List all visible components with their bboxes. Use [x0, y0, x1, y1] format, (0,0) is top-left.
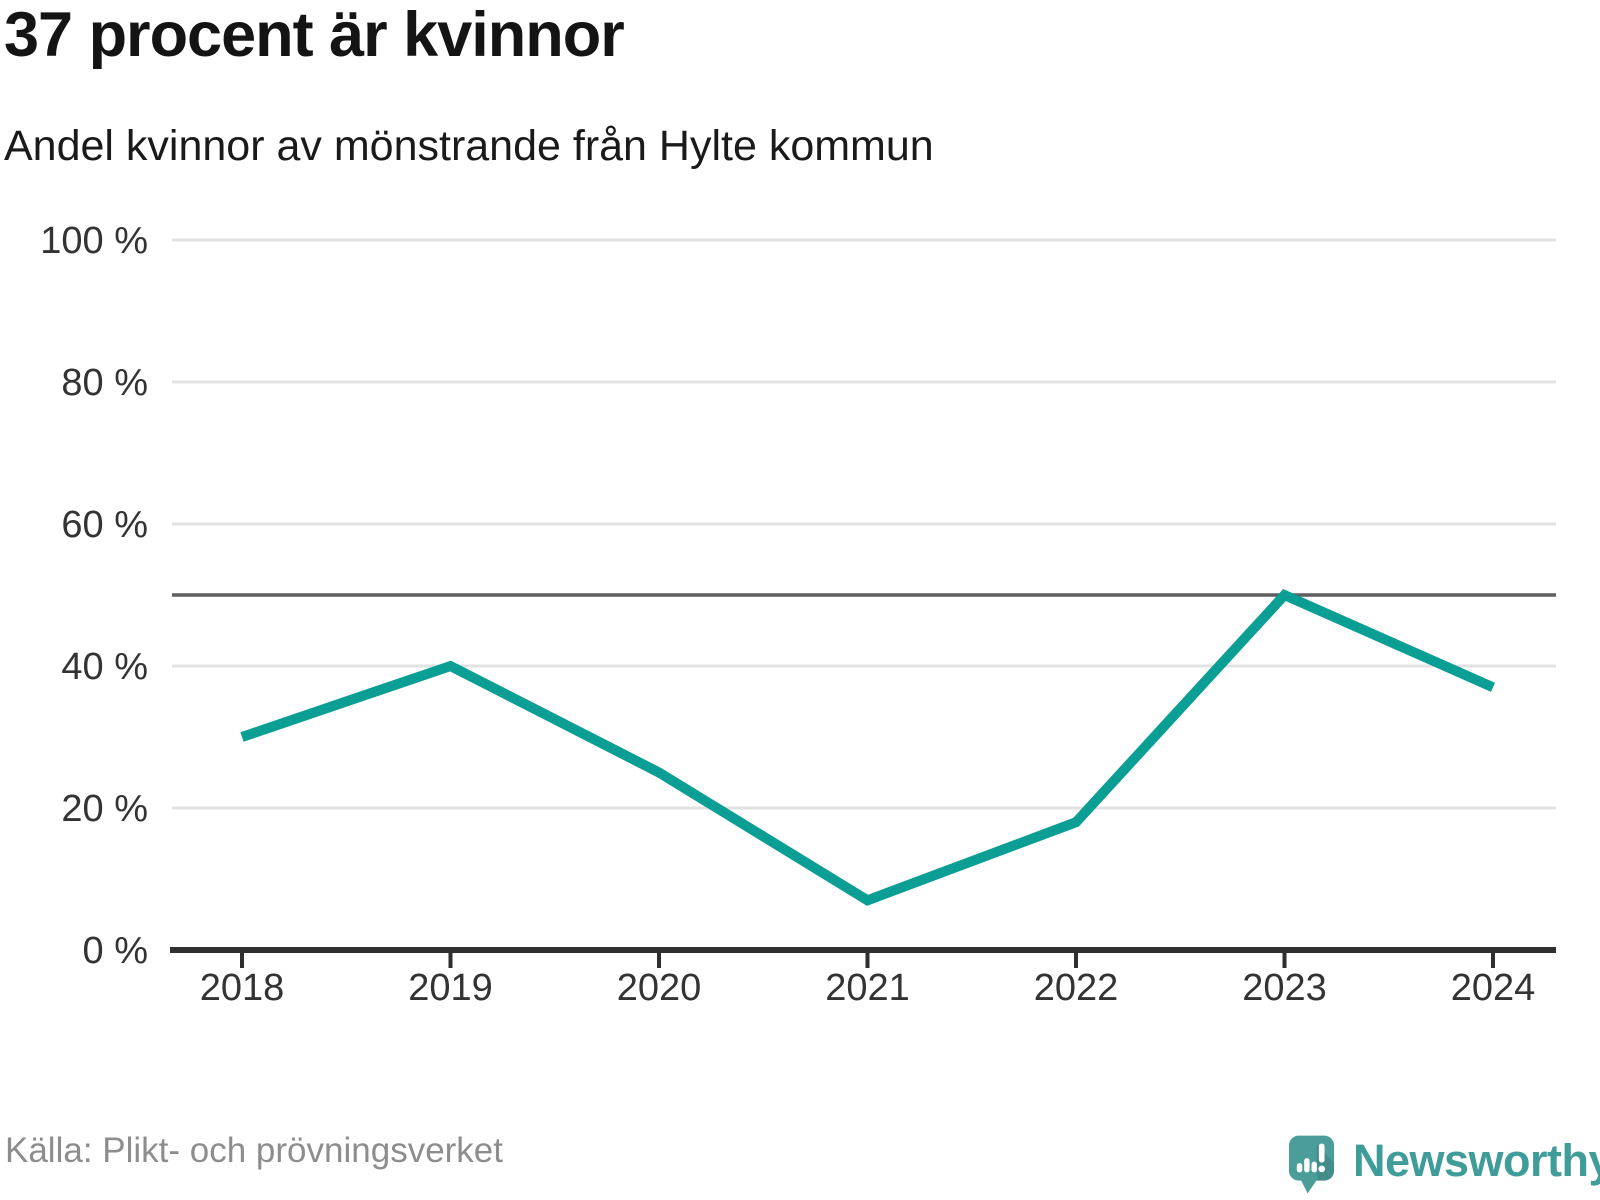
exclamation-glyph: [1318, 1143, 1326, 1173]
x-tick-label: 2018: [200, 967, 285, 1009]
data-series-line: [240, 588, 1496, 906]
y-tick-label: 80 %: [61, 362, 148, 404]
gridlines: [172, 238, 1556, 810]
source-attribution: Källa: Plikt- och prövningsverket: [5, 1131, 503, 1170]
y-tick-label: 0 %: [83, 930, 148, 972]
brand-logo: Newsworthy: [1288, 1134, 1600, 1196]
x-tick-label: 2019: [408, 967, 493, 1009]
x-tick-label: 2024: [1451, 967, 1536, 1009]
x-tick-label: 2020: [617, 967, 702, 1009]
y-tick-label: 100 %: [40, 220, 148, 262]
x-axis-labels: 2018 2019 2020 2021 2022 2023 2024: [200, 967, 1536, 1009]
x-tick-label: 2022: [1034, 967, 1119, 1009]
newsworthy-logo-icon: [1288, 1135, 1335, 1194]
x-tick-label: 2021: [825, 967, 910, 1009]
x-axis-ticks: [240, 953, 1495, 968]
y-tick-label: 60 %: [61, 504, 148, 546]
y-axis-labels: 0 % 20 % 40 % 60 % 80 % 100 %: [40, 220, 148, 972]
page-subtitle: Andel kvinnor av mönstrande från Hylte k…: [4, 122, 934, 170]
y-tick-label: 20 %: [61, 788, 148, 830]
bar-chart-glyph: [1296, 1158, 1317, 1173]
brand-name: Newsworthy: [1353, 1135, 1600, 1186]
x-tick-label: 2023: [1242, 967, 1327, 1009]
page-title: 37 procent är kvinnor: [4, 0, 625, 70]
speech-bubble-tail: [1299, 1177, 1319, 1194]
y-tick-label: 40 %: [61, 646, 148, 688]
